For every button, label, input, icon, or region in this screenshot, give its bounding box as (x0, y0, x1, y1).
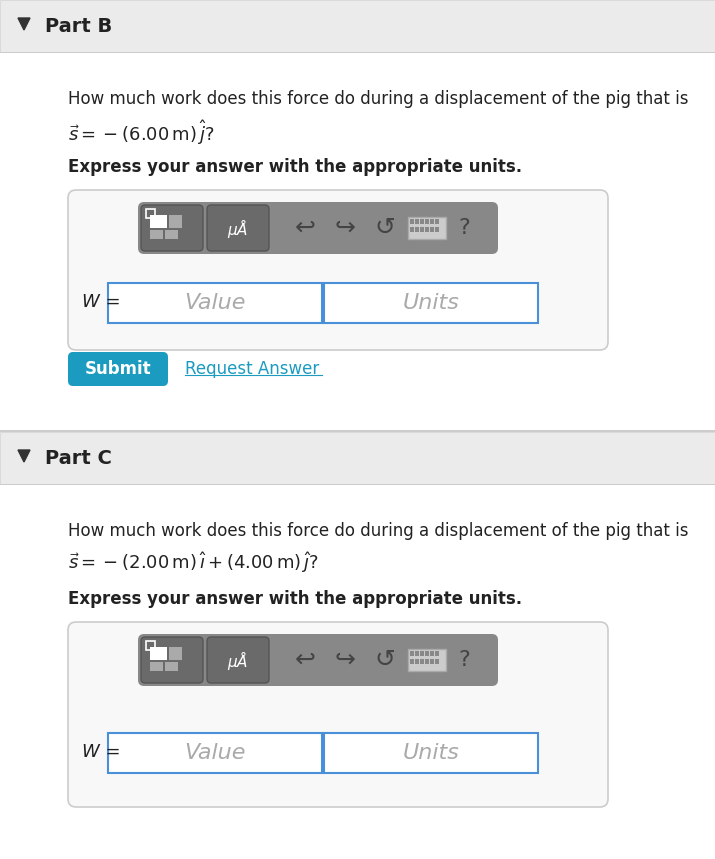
Text: $\vec{s} = -(6.00\,\mathrm{m})\,\hat{j}$?: $\vec{s} = -(6.00\,\mathrm{m})\,\hat{j}$… (68, 118, 214, 147)
Bar (150, 215, 167, 228)
Bar (150, 662, 163, 671)
FancyBboxPatch shape (68, 190, 608, 350)
Text: How much work does this force do during a displacement of the pig that is: How much work does this force do during … (68, 522, 689, 540)
Text: ↩: ↩ (295, 216, 315, 240)
Bar (425, 659, 429, 664)
Polygon shape (18, 18, 30, 30)
Text: ?: ? (458, 218, 470, 238)
FancyBboxPatch shape (138, 202, 498, 254)
Bar (0, 53, 715, 443)
Bar (435, 219, 439, 224)
Bar (150, 647, 167, 660)
Text: Part B: Part B (45, 16, 112, 35)
Bar (410, 227, 414, 232)
Bar (108, 283, 322, 323)
Text: W =: W = (82, 743, 121, 761)
Text: Express your answer with the appropriate units.: Express your answer with the appropriate… (68, 158, 522, 176)
Bar (430, 227, 434, 232)
Bar (410, 651, 414, 656)
FancyBboxPatch shape (141, 205, 203, 251)
Text: ↪: ↪ (335, 648, 355, 672)
Bar (415, 227, 419, 232)
FancyBboxPatch shape (207, 637, 269, 683)
Text: $\mu\AA$: $\mu\AA$ (227, 649, 249, 672)
Bar (420, 659, 424, 664)
Bar (165, 230, 178, 239)
Bar (108, 733, 322, 773)
Bar (324, 283, 538, 323)
Text: Part C: Part C (45, 448, 112, 467)
Text: Value: Value (184, 743, 246, 763)
Bar (408, 649, 446, 671)
Text: W =: W = (82, 293, 121, 311)
Bar (169, 647, 182, 660)
Text: Units: Units (403, 293, 460, 313)
Bar (425, 651, 429, 656)
Bar (420, 227, 424, 232)
FancyBboxPatch shape (68, 352, 168, 386)
Text: ↩: ↩ (295, 648, 315, 672)
Bar (435, 227, 439, 232)
Text: $\vec{s} = -(2.00\,\mathrm{m})\,\hat{\imath} + (4.00\,\mathrm{m})\,\hat{\jmath}$: $\vec{s} = -(2.00\,\mathrm{m})\,\hat{\im… (68, 550, 319, 575)
FancyBboxPatch shape (138, 634, 498, 686)
Text: Value: Value (184, 293, 246, 313)
Text: ?: ? (458, 650, 470, 670)
Bar (0, 0, 715, 52)
Bar (165, 662, 178, 671)
Text: $\mu\AA$: $\mu\AA$ (227, 216, 249, 240)
Bar (150, 230, 163, 239)
Bar (415, 659, 419, 664)
Bar (169, 215, 182, 228)
FancyBboxPatch shape (207, 205, 269, 251)
Bar (408, 217, 446, 239)
Bar (435, 651, 439, 656)
Bar (430, 219, 434, 224)
Text: ↪: ↪ (335, 216, 355, 240)
Bar (0, 485, 715, 859)
Bar (425, 227, 429, 232)
Bar (415, 219, 419, 224)
Bar (0, 484, 715, 485)
Bar (430, 659, 434, 664)
Polygon shape (18, 450, 30, 462)
Bar (420, 219, 424, 224)
Text: ↺: ↺ (375, 648, 395, 672)
Text: How much work does this force do during a displacement of the pig that is: How much work does this force do during … (68, 90, 689, 108)
Text: Submit: Submit (84, 360, 152, 378)
Bar (146, 641, 155, 650)
Text: Request Answer: Request Answer (185, 360, 320, 378)
Text: Express your answer with the appropriate units.: Express your answer with the appropriate… (68, 590, 522, 608)
Bar (324, 733, 538, 773)
FancyBboxPatch shape (141, 637, 203, 683)
Bar (0, 432, 715, 484)
FancyBboxPatch shape (68, 622, 608, 807)
Bar (0, 52, 715, 53)
Bar (435, 659, 439, 664)
Bar (410, 219, 414, 224)
Bar (425, 219, 429, 224)
Bar (415, 651, 419, 656)
Bar (0, 430, 715, 432)
Bar (146, 209, 155, 218)
Bar (430, 651, 434, 656)
Bar (420, 651, 424, 656)
Bar (410, 659, 414, 664)
Text: Units: Units (403, 743, 460, 763)
Text: ↺: ↺ (375, 216, 395, 240)
